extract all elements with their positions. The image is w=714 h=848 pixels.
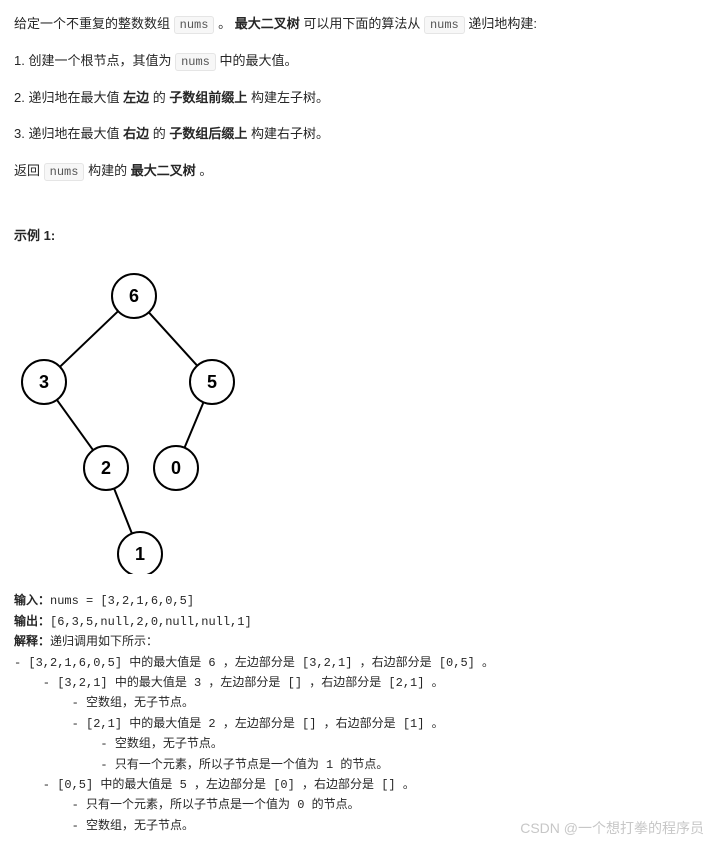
- text: 中的最大值。: [220, 53, 298, 68]
- tree-svg: 6 3 5 2 0 1: [14, 264, 316, 574]
- text: 。: [199, 163, 212, 178]
- code-nums: nums: [174, 16, 215, 34]
- term-right: 右边: [123, 126, 149, 141]
- spacer: [14, 196, 700, 224]
- term-prefix: 子数组前缀上: [169, 90, 247, 105]
- example-1-label: 示例 1:: [14, 224, 700, 249]
- code-nums: nums: [44, 163, 85, 181]
- tree-diagram: 6 3 5 2 0 1: [14, 258, 700, 591]
- term-max-binary-tree: 最大二叉树: [131, 163, 196, 178]
- tree-edge: [114, 489, 132, 534]
- problem-intro-line-1: 给定一个不重复的整数数组 nums 。 最大二叉树 可以用下面的算法从 nums…: [14, 12, 700, 37]
- text: 可以用下面的算法从: [303, 16, 424, 31]
- tree-node-label: 1: [135, 544, 145, 564]
- code-nums: nums: [175, 53, 216, 71]
- term-left: 左边: [123, 90, 149, 105]
- code-nums: nums: [424, 16, 465, 34]
- tree-edge: [149, 313, 197, 366]
- tree-edge: [57, 400, 93, 450]
- tree-node-label: 2: [101, 458, 111, 478]
- tree-node-label: 3: [39, 372, 49, 392]
- text: 的: [153, 90, 170, 105]
- tree-node-label: 6: [129, 286, 139, 306]
- text: 给定一个不重复的整数数组: [14, 16, 174, 31]
- text: 1. 创建一个根节点，其值为: [14, 53, 175, 68]
- text: 构建左子树。: [251, 90, 329, 105]
- tree-edge: [60, 312, 118, 368]
- step-3: 3. 递归地在最大值 右边 的 子数组后缀上 构建右子树。: [14, 122, 700, 147]
- term-suffix: 子数组后缀上: [169, 126, 247, 141]
- text: 。: [218, 16, 235, 31]
- text: 2. 递归地在最大值: [14, 90, 123, 105]
- example-io-block: 输入：nums = [3,2,1,6,0,5] 输出：[6,3,5,null,2…: [14, 591, 700, 836]
- tree-node-label: 5: [207, 372, 217, 392]
- step-1: 1. 创建一个根节点，其值为 nums 中的最大值。: [14, 49, 700, 74]
- return-statement: 返回 nums 构建的 最大二叉树 。: [14, 159, 700, 184]
- term-max-binary-tree: 最大二叉树: [235, 16, 300, 31]
- tree-node-label: 0: [171, 458, 181, 478]
- text: 3. 递归地在最大值: [14, 126, 123, 141]
- text: 构建的: [88, 163, 131, 178]
- step-2: 2. 递归地在最大值 左边 的 子数组前缀上 构建左子树。: [14, 86, 700, 111]
- text: 递归地构建:: [468, 16, 537, 31]
- text: 构建右子树。: [251, 126, 329, 141]
- tree-edge: [184, 403, 203, 448]
- text: 的: [153, 126, 170, 141]
- text: 返回: [14, 163, 44, 178]
